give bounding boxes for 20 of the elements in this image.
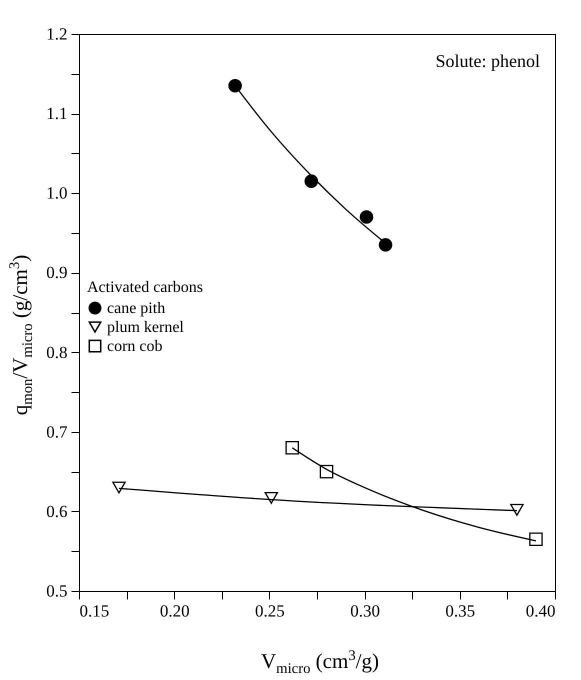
y-tick-label: 0.5: [46, 582, 68, 600]
legend-label: corn cob: [107, 338, 163, 356]
x-tick-label: 0.15: [80, 602, 110, 620]
legend-label: plum kernel: [107, 319, 184, 336]
x-tick-label: 0.25: [255, 602, 285, 620]
y-tick-label: 0.9: [46, 263, 68, 282]
legend-label: cane pith: [107, 300, 166, 318]
y-tick-label: 1.2: [46, 24, 68, 44]
legend-title: Activated carbons: [87, 279, 203, 296]
y-tick-label: 0.6: [46, 502, 68, 521]
y-tick-label: 0.7: [46, 422, 68, 442]
x-tick-label: 0.30: [350, 602, 380, 620]
x-axis-title: V$_{micro}$ (cm$^{3}$/g): [260, 648, 380, 678]
x-tick-label: 0.20: [160, 602, 190, 620]
y-tick-label: 1.0: [46, 184, 68, 203]
y-tick-label: 1.1: [46, 104, 68, 124]
x-tick-label: 0.40: [526, 602, 556, 620]
x-tick-label: 0.35: [445, 602, 476, 620]
annotation: Solute: phenol: [436, 51, 540, 71]
y-tick-label: 0.8: [46, 342, 68, 362]
